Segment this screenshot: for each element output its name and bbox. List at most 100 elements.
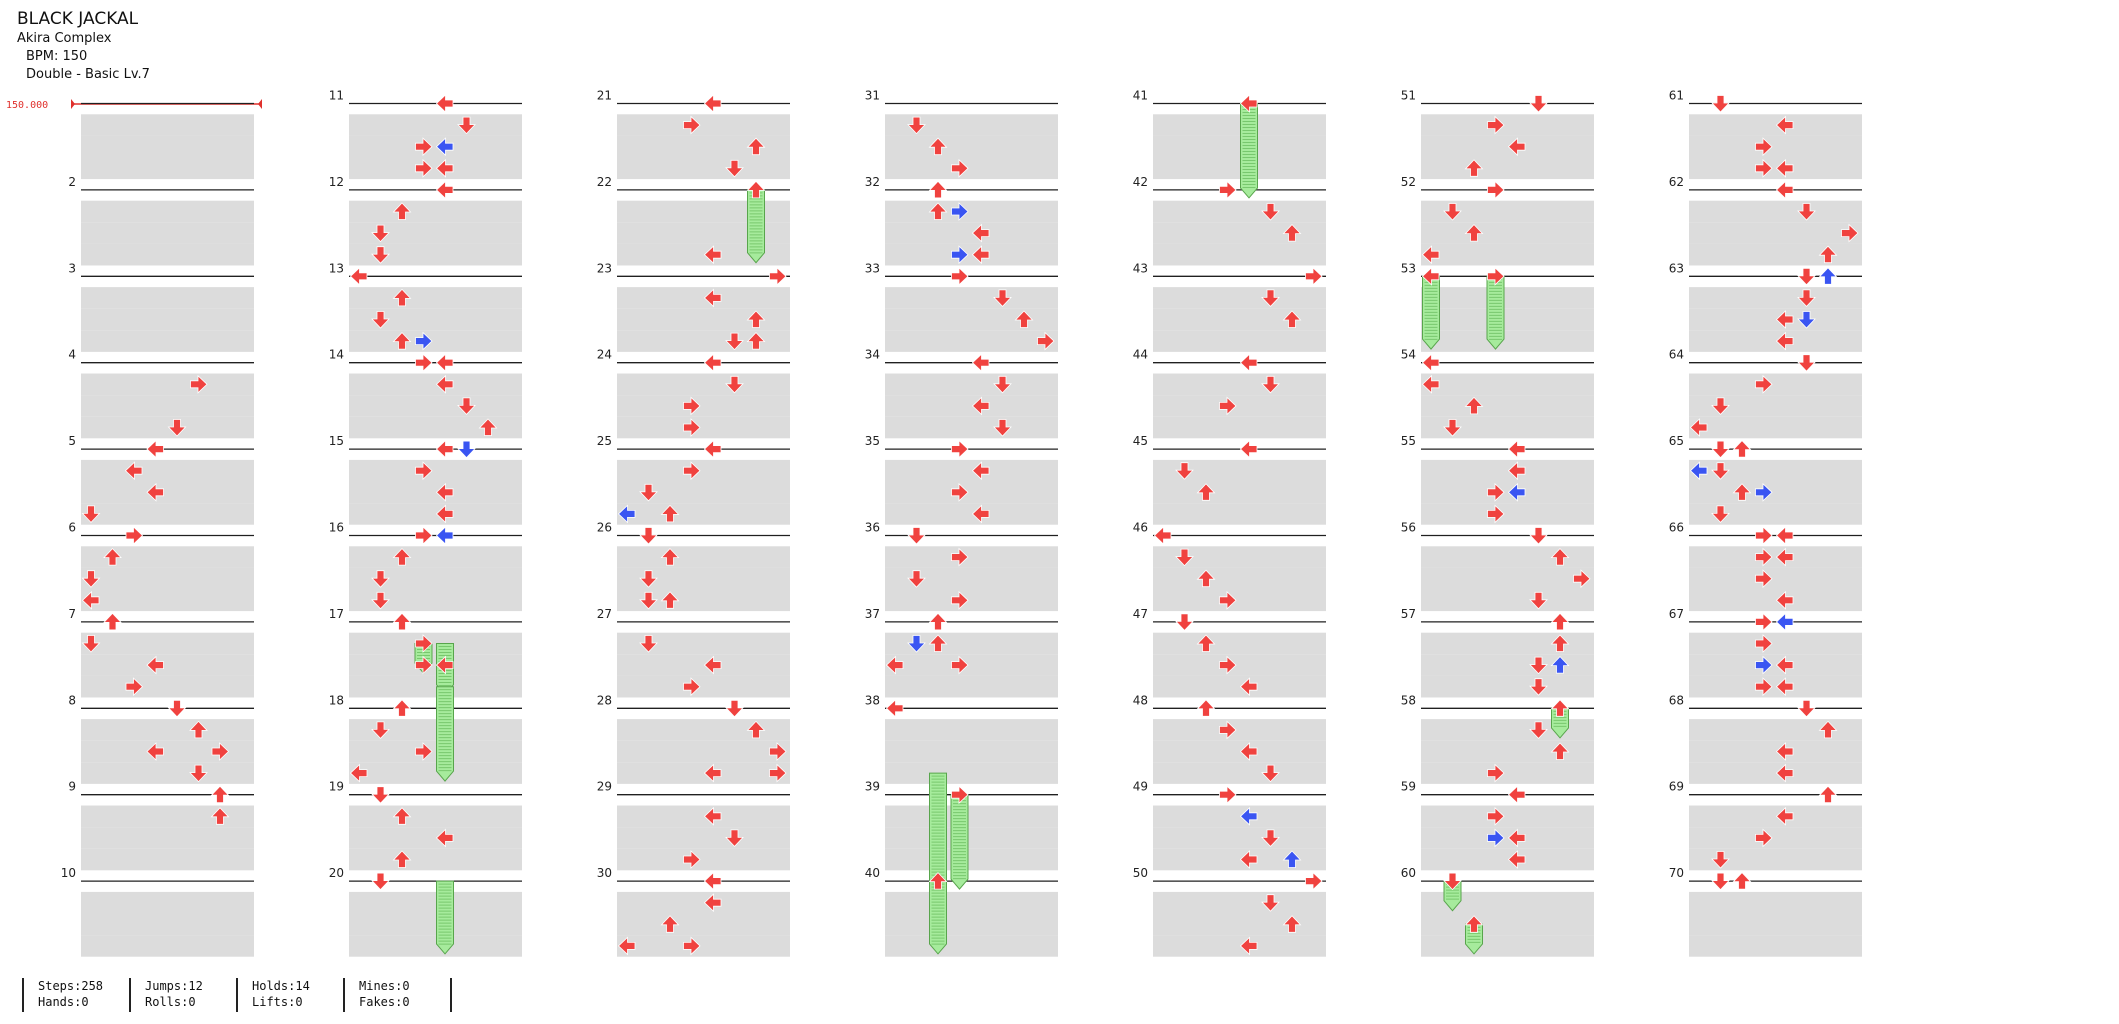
arrow-up-icon [928, 180, 948, 199]
arrow-up-icon [103, 612, 122, 631]
arrow-down-icon [1443, 872, 1462, 891]
row-shade [1689, 416, 1862, 439]
arrow-right-icon [190, 374, 208, 394]
row-shade [1689, 675, 1862, 698]
arrow-left-icon [703, 245, 722, 265]
row-shade [617, 330, 790, 352]
arrow-right-icon [1487, 806, 1505, 826]
row-shade [1421, 200, 1594, 223]
row-shade [885, 762, 1058, 784]
arrow-right-icon [951, 785, 969, 805]
row-shade [1689, 114, 1862, 136]
row-shade [617, 200, 790, 223]
arrow-down-icon [1529, 95, 1548, 113]
row-shade [885, 675, 1058, 698]
measure-number: 47 [1133, 607, 1148, 621]
arrow-right-icon [1219, 396, 1237, 416]
measure-number: 63 [1669, 261, 1684, 275]
hold-note [436, 686, 454, 782]
row-shade [349, 654, 522, 676]
measure-number: 69 [1669, 780, 1684, 794]
arrow-right-icon [211, 742, 230, 761]
arrow-right-icon [683, 396, 701, 416]
row-shade [1153, 891, 1326, 914]
row-shade [885, 308, 1058, 331]
arrow-right-icon [769, 763, 787, 783]
arrow-down-icon [639, 483, 658, 502]
measure-number: 6 [68, 521, 76, 535]
arrow-right-icon [683, 115, 701, 135]
row-shade [349, 330, 522, 352]
arrow-right-icon [1755, 482, 1773, 502]
row-shade [1421, 243, 1594, 266]
arrow-up-icon [746, 332, 766, 350]
arrow-down-icon [1175, 613, 1194, 631]
arrow-up-icon [928, 872, 948, 890]
measure-number: 46 [1133, 521, 1148, 535]
arrow-up-icon [1818, 785, 1838, 804]
arrow-left-icon [1775, 655, 1794, 675]
arrow-right-icon [951, 439, 969, 459]
arrow-down-icon [907, 570, 926, 588]
arrow-left-icon [1775, 526, 1794, 545]
arrow-left-icon [1507, 482, 1526, 502]
row-shade [617, 827, 790, 849]
arrow-down-icon [1711, 397, 1730, 415]
row-shade [1421, 503, 1594, 525]
row-shade [1689, 827, 1862, 849]
arrow-right-icon [415, 461, 433, 481]
row-shade [81, 243, 254, 266]
row-shade [1153, 135, 1326, 158]
row-shade [1153, 848, 1326, 871]
measure-number: 58 [1401, 693, 1416, 707]
arrow-right-icon [415, 526, 433, 545]
arrow-down-icon [457, 397, 476, 415]
arrow-up-icon [1818, 267, 1838, 285]
row-shade [1421, 567, 1594, 590]
arrow-up-icon [1196, 634, 1216, 652]
arrow-down-icon [1261, 894, 1280, 912]
row-shade [617, 395, 790, 417]
arrow-right-icon [1755, 374, 1773, 394]
row-shade [349, 416, 522, 439]
arrow-left-icon [1775, 115, 1794, 135]
arrow-down-icon [907, 527, 926, 545]
hold-note [1422, 275, 1440, 350]
arrow-left-icon [1239, 439, 1258, 459]
arrow-down-icon [993, 419, 1012, 437]
row-shade [349, 935, 522, 957]
arrow-up-icon [660, 548, 680, 566]
arrow-left-icon [1775, 158, 1794, 178]
hold-note [1240, 103, 1258, 199]
measure-number: 4 [68, 348, 76, 362]
row-shade [1153, 481, 1326, 504]
arrow-right-icon [951, 547, 969, 567]
row-shade [617, 546, 790, 568]
arrow-down-icon [907, 635, 926, 653]
arrow-down-icon [1711, 851, 1730, 869]
measure-number: 16 [329, 521, 344, 535]
row-shade [81, 913, 254, 936]
arrow-right-icon [683, 677, 701, 697]
arrow-left-icon [1775, 806, 1794, 826]
measure-number: 31 [865, 89, 880, 103]
arrow-up-icon [928, 612, 948, 631]
row-shade [1421, 891, 1594, 914]
arrow-up-icon [1282, 850, 1302, 868]
arrow-left-icon [1239, 677, 1258, 697]
arrow-left-icon [435, 158, 454, 178]
arrow-down-icon [725, 829, 744, 847]
arrow-right-icon [683, 850, 701, 869]
row-shade [1689, 891, 1862, 914]
arrow-up-icon [392, 699, 412, 717]
arrow-down-icon [1443, 419, 1462, 437]
difficulty-label: Double - Basic Lv.7 [26, 67, 150, 82]
row-shade [1153, 675, 1326, 698]
arrow-left-icon [703, 806, 722, 826]
arrow-left-icon [971, 461, 990, 481]
arrow-up-icon [189, 720, 208, 739]
hold-note [950, 794, 969, 890]
arrow-right-icon [1755, 612, 1773, 632]
arrow-up-icon [746, 180, 766, 199]
measure-number: 12 [329, 175, 344, 189]
